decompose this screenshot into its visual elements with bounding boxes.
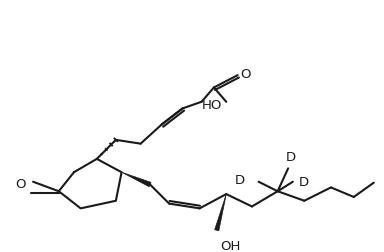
Text: D: D xyxy=(286,150,296,163)
Text: D: D xyxy=(235,174,245,186)
Polygon shape xyxy=(215,194,226,231)
Text: HO: HO xyxy=(202,99,222,112)
Text: D: D xyxy=(299,176,309,188)
Text: O: O xyxy=(15,177,26,190)
Polygon shape xyxy=(122,173,151,187)
Text: O: O xyxy=(240,68,251,80)
Text: OH: OH xyxy=(220,239,241,252)
